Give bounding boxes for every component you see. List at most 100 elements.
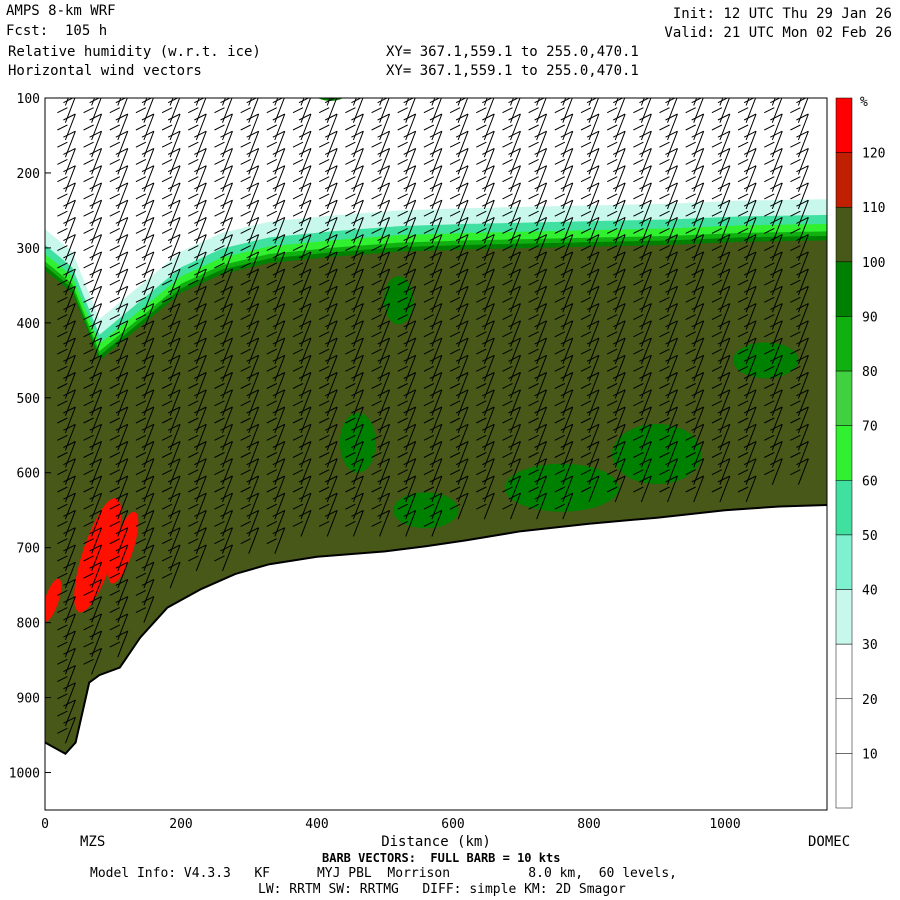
colorbar-label: 60 bbox=[862, 474, 878, 489]
y-tick-label: 300 bbox=[17, 242, 40, 257]
wind-barb bbox=[659, 475, 678, 503]
barb-column bbox=[737, 98, 757, 503]
wind-barb bbox=[449, 492, 469, 520]
plot-frame bbox=[44, 97, 828, 811]
wind-barb bbox=[633, 475, 652, 503]
y-axis-ticks: 100 200 300 400 500 600 700 800 900 1000 bbox=[9, 92, 51, 782]
y-tick-label: 100 bbox=[17, 92, 40, 107]
colorbar-label: 80 bbox=[862, 365, 878, 380]
barb-column bbox=[188, 98, 207, 572]
barb-column bbox=[318, 98, 338, 537]
wind-barb bbox=[711, 475, 731, 503]
valid-time: Valid: 21 UTC Mon 02 Feb 26 bbox=[664, 25, 892, 41]
wind-barb bbox=[214, 544, 233, 572]
moist-pocket bbox=[733, 342, 799, 379]
barb-column bbox=[83, 98, 103, 675]
colorbar-swatch bbox=[835, 589, 853, 645]
barb-column bbox=[528, 98, 548, 520]
wind-barb bbox=[345, 509, 364, 537]
wind-barb bbox=[528, 492, 548, 520]
barb-column bbox=[449, 98, 469, 520]
barb-column bbox=[790, 98, 809, 485]
wind-barb bbox=[135, 596, 155, 623]
wind-barb bbox=[606, 475, 626, 503]
barb-column bbox=[633, 98, 652, 503]
supersaturated-region bbox=[45, 578, 62, 622]
barb-column bbox=[606, 98, 626, 503]
y-tick-label: 700 bbox=[17, 542, 40, 557]
colorbar-swatch bbox=[835, 152, 853, 208]
colorbar-swatch bbox=[835, 753, 853, 809]
barb-column bbox=[659, 98, 678, 503]
colorbar-swatch bbox=[835, 261, 853, 317]
x-axis-ticks: 0 200 400 600 800 1000 bbox=[41, 817, 741, 832]
xy-range-1: XY= 367.1,559.1 to 255.0,470.1 bbox=[386, 44, 639, 60]
y-tick-label: 900 bbox=[17, 692, 40, 707]
wind-barb bbox=[580, 475, 600, 503]
colorbar-label: 120 bbox=[862, 147, 885, 162]
colorbar-label: 100 bbox=[862, 256, 885, 271]
y-tick-label: 500 bbox=[17, 392, 40, 407]
barb-column bbox=[266, 98, 286, 554]
wind-barb bbox=[685, 475, 705, 503]
wind-barb bbox=[188, 544, 207, 572]
x-tick-label: 1000 bbox=[709, 817, 740, 832]
moist-pocket bbox=[339, 412, 376, 473]
barb-column bbox=[397, 98, 417, 537]
left-station-label: MZS bbox=[80, 834, 105, 850]
colorbar-swatch bbox=[835, 425, 853, 481]
wind-barb bbox=[292, 509, 312, 537]
colorbar-swatch bbox=[835, 480, 853, 536]
barb-column bbox=[423, 98, 443, 537]
physics-info: LW: RRTM SW: RRTMG DIFF: simple KM: 2D S… bbox=[258, 882, 626, 897]
x-tick-label: 400 bbox=[305, 817, 328, 832]
barb-column bbox=[135, 98, 155, 623]
wind-barb bbox=[371, 509, 391, 537]
barb-column bbox=[161, 98, 181, 589]
barb-column bbox=[764, 98, 783, 485]
x-tick-label: 600 bbox=[441, 817, 464, 832]
colorbar-unit: % bbox=[860, 95, 868, 110]
barb-column bbox=[580, 98, 600, 503]
barb-column bbox=[554, 98, 574, 520]
colorbar-label: 50 bbox=[862, 529, 878, 544]
barb-column bbox=[57, 98, 76, 744]
plot-area bbox=[45, 98, 827, 810]
x-axis-label: Distance (km) bbox=[381, 834, 491, 850]
field-name-2: Horizontal wind vectors bbox=[8, 63, 202, 79]
colorbar-label: 30 bbox=[862, 638, 878, 653]
colorbar-label: 10 bbox=[862, 747, 878, 762]
wind-barb bbox=[57, 716, 76, 744]
barb-column bbox=[371, 98, 391, 537]
y-tick-label: 200 bbox=[17, 167, 40, 182]
moist-pocket bbox=[612, 424, 702, 484]
colorbar-label: 90 bbox=[862, 310, 878, 325]
colorbar-swatch bbox=[835, 97, 853, 153]
barb-column bbox=[109, 98, 129, 658]
wind-barb bbox=[109, 630, 129, 658]
colorbar-swatch bbox=[835, 534, 853, 590]
y-tick-label: 600 bbox=[17, 467, 40, 482]
init-time: Init: 12 UTC Thu 29 Jan 26 bbox=[672, 6, 892, 22]
y-tick-label: 1000 bbox=[9, 767, 40, 782]
wind-barb bbox=[764, 458, 783, 485]
wind-barb bbox=[240, 527, 260, 554]
colorbar-swatch bbox=[835, 370, 853, 426]
barb-column bbox=[476, 98, 495, 520]
below-ground bbox=[45, 505, 827, 810]
moist-pocket bbox=[317, 98, 344, 102]
colorbar-label: 110 bbox=[862, 201, 885, 216]
wind-barb bbox=[266, 527, 286, 554]
barb-column bbox=[502, 98, 521, 520]
colorbar-swatch bbox=[835, 643, 853, 700]
colorbar: 10 20 30 40 50 60 70 80 90 100 110 120 bbox=[835, 97, 885, 809]
wind-barb bbox=[83, 647, 103, 675]
colorbar-label: 40 bbox=[862, 584, 878, 599]
barb-column bbox=[292, 98, 312, 537]
x-tick-label: 200 bbox=[169, 817, 192, 832]
model-title: AMPS 8-km WRF bbox=[6, 3, 116, 19]
wind-barb bbox=[476, 492, 495, 520]
wind-barb bbox=[790, 458, 809, 485]
forecast-hour: Fcst: 105 h bbox=[6, 23, 108, 39]
